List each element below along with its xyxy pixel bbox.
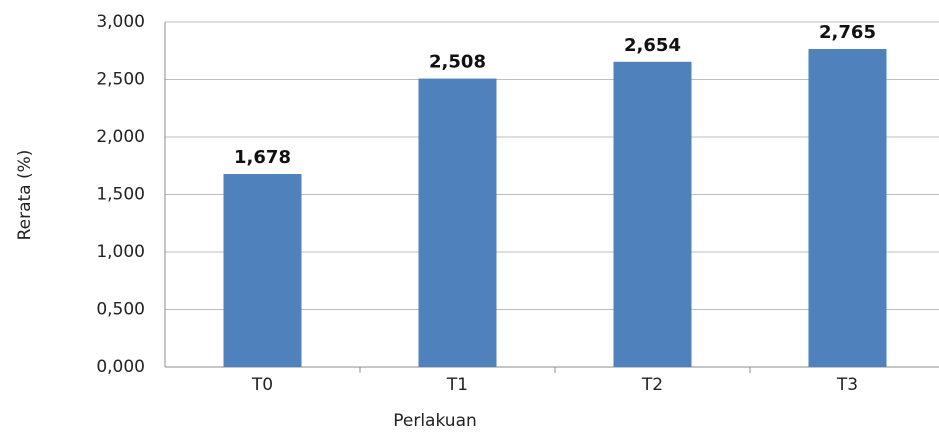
y-tick-label: 1,000 xyxy=(96,242,145,262)
bar xyxy=(418,78,497,367)
value-label: 2,765 xyxy=(819,22,876,43)
x-tick-label: T2 xyxy=(641,375,663,395)
y-tick-label: 0,500 xyxy=(96,300,145,320)
y-tick-label: 3,000 xyxy=(96,12,145,32)
y-axis-label: Rerata (%) xyxy=(15,150,35,241)
value-label: 1,678 xyxy=(234,147,291,168)
bar xyxy=(223,174,302,367)
bar xyxy=(808,49,887,368)
y-tick-label: 1,500 xyxy=(96,185,145,205)
x-tick-label: T1 xyxy=(446,375,468,395)
y-tick-label: 2,000 xyxy=(96,127,145,147)
value-label: 2,508 xyxy=(429,52,486,73)
x-tick-label: T3 xyxy=(836,375,858,395)
bar xyxy=(613,61,692,367)
y-tick-label: 0,000 xyxy=(96,357,145,377)
value-label: 2,654 xyxy=(624,35,681,56)
x-axis-label: Perlakuan xyxy=(393,411,477,431)
x-tick-label: T0 xyxy=(251,375,273,395)
y-tick-label: 2,500 xyxy=(96,70,145,90)
